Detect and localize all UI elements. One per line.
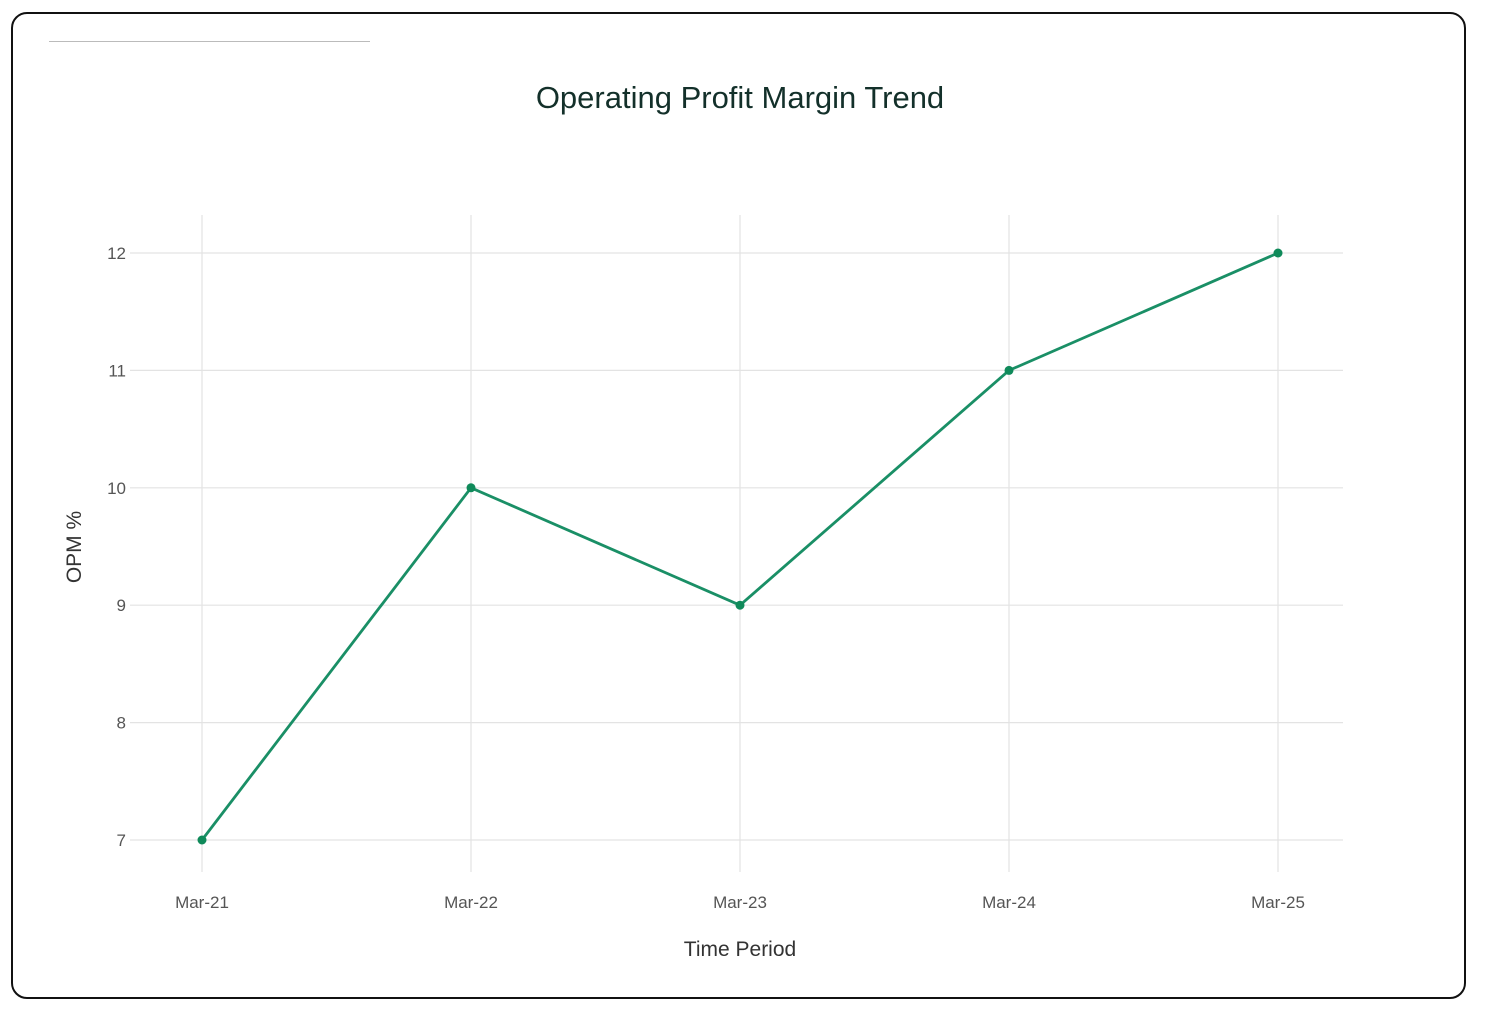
y-tick-label: 10 <box>107 479 126 498</box>
x-tick-label: Mar-21 <box>175 893 229 912</box>
data-point <box>1004 365 1014 375</box>
data-point <box>1273 248 1283 258</box>
y-axis-title: OPM % <box>63 511 86 583</box>
x-tick-label: Mar-25 <box>1251 893 1305 912</box>
x-tick-label: Mar-23 <box>713 893 767 912</box>
x-axis-title: Time Period <box>684 938 796 961</box>
y-tick-label: 8 <box>117 714 126 733</box>
data-point <box>735 600 745 610</box>
divider <box>49 41 370 42</box>
chart-title: Operating Profit Margin Trend <box>535 80 945 115</box>
y-tick-label: 12 <box>107 244 126 263</box>
x-tick-label: Mar-24 <box>982 893 1036 912</box>
data-point <box>197 835 207 845</box>
x-tick-label: Mar-22 <box>444 893 498 912</box>
chart-frame <box>11 12 1466 999</box>
y-tick-label: 9 <box>117 596 126 615</box>
y-tick-label: 7 <box>117 831 126 850</box>
y-tick-label: 11 <box>108 361 126 380</box>
data-point <box>466 483 476 493</box>
